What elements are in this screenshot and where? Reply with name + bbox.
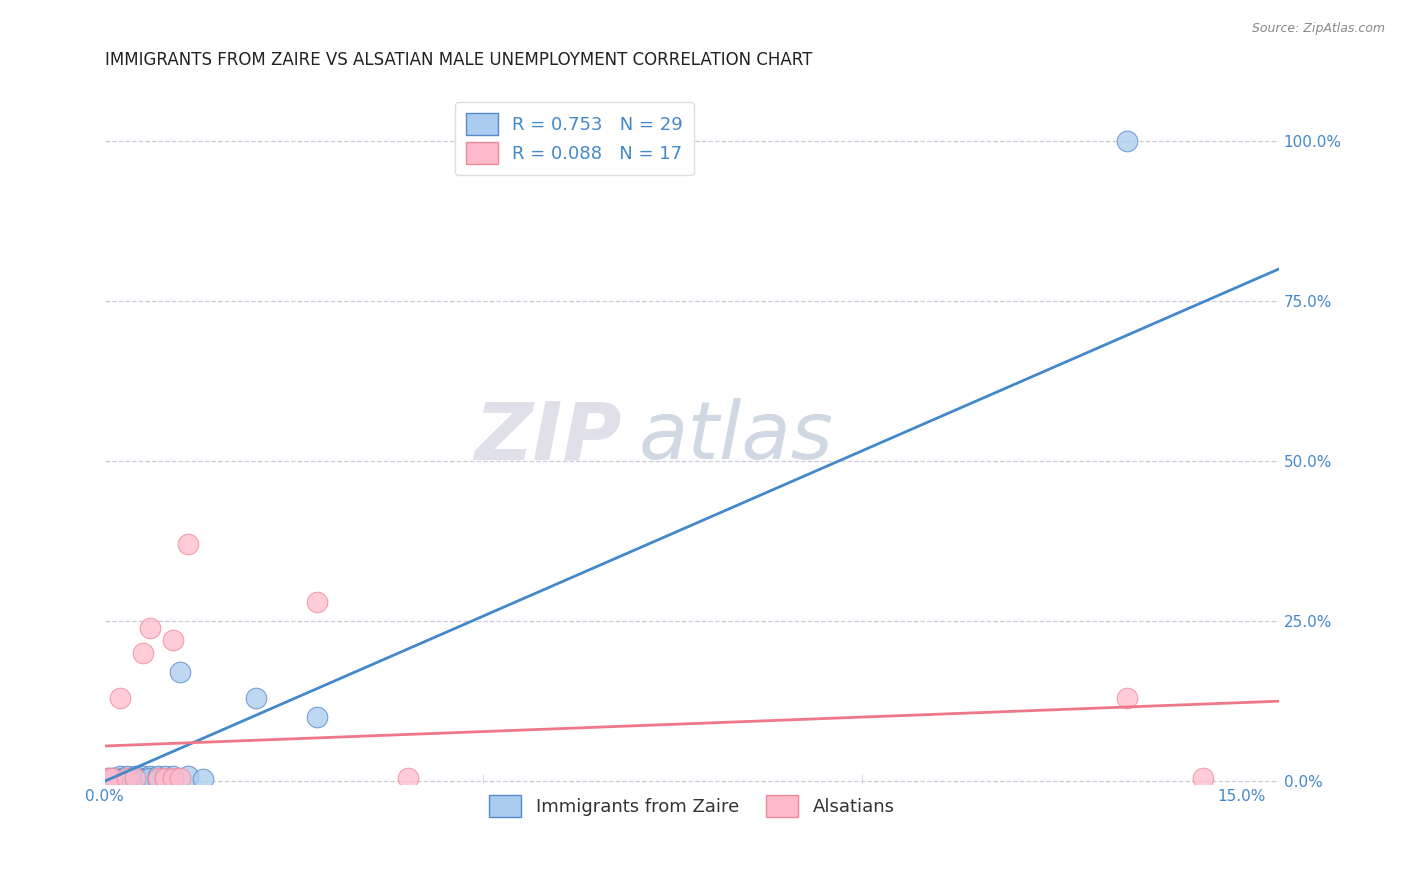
Point	[155, 772, 177, 787]
Point	[245, 690, 267, 705]
Point	[162, 633, 184, 648]
Text: IMMIGRANTS FROM ZAIRE VS ALSATIAN MALE UNEMPLOYMENT CORRELATION CHART: IMMIGRANTS FROM ZAIRE VS ALSATIAN MALE U…	[104, 51, 813, 69]
Point	[117, 772, 139, 787]
Point	[177, 769, 200, 783]
Point	[124, 771, 146, 785]
Point	[101, 771, 124, 785]
Point	[177, 537, 200, 551]
Point	[131, 646, 153, 660]
Point	[97, 771, 120, 785]
Point	[131, 772, 153, 787]
Point	[124, 772, 146, 787]
Point	[128, 771, 150, 785]
Point	[396, 771, 419, 785]
Text: ZIP: ZIP	[474, 398, 621, 476]
Point	[1192, 771, 1215, 785]
Text: Source: ZipAtlas.com: Source: ZipAtlas.com	[1251, 22, 1385, 36]
Point	[105, 771, 128, 785]
Point	[305, 595, 328, 609]
Point	[108, 772, 131, 787]
Point	[124, 769, 146, 783]
Point	[108, 690, 131, 705]
Point	[162, 769, 184, 783]
Point	[112, 771, 135, 785]
Point	[146, 769, 169, 783]
Point	[101, 771, 124, 785]
Point	[169, 771, 191, 785]
Point	[117, 771, 139, 785]
Point	[162, 771, 184, 785]
Point	[139, 769, 162, 783]
Point	[146, 772, 169, 787]
Text: atlas: atlas	[638, 398, 834, 476]
Point	[120, 771, 142, 785]
Point	[1116, 690, 1139, 705]
Point	[135, 771, 157, 785]
Point	[97, 771, 120, 785]
Point	[169, 665, 191, 680]
Point	[108, 769, 131, 783]
Point	[139, 621, 162, 635]
Point	[305, 710, 328, 724]
Point	[131, 769, 153, 783]
Point	[139, 771, 162, 785]
Point	[162, 772, 184, 787]
Legend: Immigrants from Zaire, Alsatians: Immigrants from Zaire, Alsatians	[481, 788, 903, 824]
Point	[155, 771, 177, 785]
Point	[117, 769, 139, 783]
Point	[191, 772, 214, 787]
Point	[155, 769, 177, 783]
Point	[1116, 134, 1139, 148]
Point	[146, 771, 169, 785]
